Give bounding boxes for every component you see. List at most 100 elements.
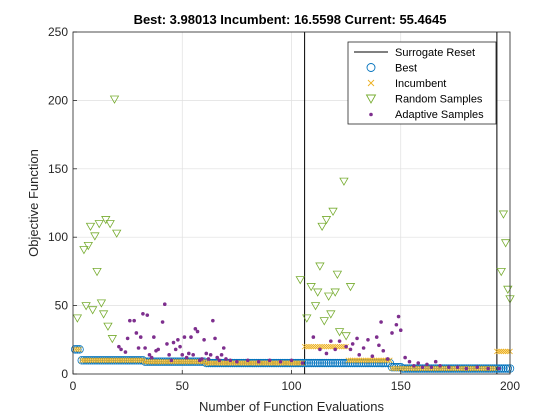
incumbent-point	[378, 357, 384, 364]
best-point	[84, 356, 93, 365]
adaptive-sample-point	[134, 331, 139, 335]
incumbent-point	[186, 358, 192, 365]
adaptive-sample-point	[125, 336, 130, 341]
adaptive-sample-point	[213, 336, 217, 341]
incumbent-point	[502, 348, 509, 355]
best-point	[407, 364, 416, 373]
random-sample-point	[341, 332, 351, 341]
incumbent-point	[336, 343, 343, 350]
adaptive-sample-point	[156, 347, 161, 352]
best-point	[341, 358, 351, 368]
adaptive-sample-point	[377, 343, 381, 348]
best-point	[254, 358, 263, 368]
best-point	[206, 358, 215, 368]
incumbent-point	[177, 358, 183, 365]
y-tick-label: 200	[48, 93, 68, 107]
y-tick-label: 50	[55, 299, 69, 313]
incumbent-point	[491, 365, 498, 372]
best-point	[173, 357, 183, 366]
best-point	[184, 357, 194, 366]
best-point	[217, 358, 226, 368]
incumbent-point	[317, 343, 323, 350]
best-point	[121, 356, 130, 365]
best-point	[73, 345, 82, 354]
random-sample-point	[103, 322, 113, 331]
incumbent-point	[295, 360, 301, 366]
legend-best-marker	[366, 63, 376, 72]
incumbent-point	[113, 357, 120, 364]
adaptive-sample-point	[433, 359, 438, 364]
incumbent-point	[72, 346, 78, 353]
best-point	[88, 356, 97, 365]
incumbent-point	[365, 357, 371, 364]
random-sample-point	[105, 220, 115, 229]
random-sample-point	[90, 232, 100, 241]
incumbent-point	[240, 360, 247, 366]
best-point	[95, 356, 104, 365]
adaptive-sample-point	[167, 353, 171, 357]
random-sample-point	[498, 210, 509, 219]
incumbent-point	[220, 360, 227, 366]
legend: Surrogate Reset Best Incumbent Random Sa…	[347, 41, 497, 125]
incumbent-point	[363, 357, 369, 364]
best-point	[90, 356, 100, 365]
adaptive-sample-point	[329, 339, 333, 343]
best-point	[143, 357, 152, 366]
adaptive-sample-point	[215, 355, 220, 360]
incumbent-point	[146, 358, 153, 365]
best-point	[475, 364, 484, 373]
best-point	[252, 358, 261, 368]
incumbent-point	[74, 346, 81, 353]
incumbent-point	[94, 357, 100, 364]
incumbent-point	[356, 357, 363, 364]
incumbent-point	[137, 357, 144, 364]
adaptive-sample-point	[497, 366, 501, 371]
incumbent-point	[393, 365, 400, 372]
adaptive-sample-point	[357, 353, 362, 357]
incumbent-point	[496, 348, 502, 355]
best-point	[304, 358, 314, 368]
random-sample-point	[330, 288, 340, 297]
random-sample-point	[85, 222, 96, 232]
best-point	[444, 364, 454, 373]
adaptive-sample-point	[224, 357, 228, 361]
incumbent-point	[284, 360, 290, 366]
best-point	[160, 357, 169, 366]
incumbent-point	[391, 365, 397, 372]
best-point	[97, 356, 106, 365]
random-sample-point	[328, 207, 338, 217]
incumbent-point	[323, 343, 330, 350]
best-point	[453, 364, 462, 373]
best-point	[322, 358, 331, 368]
incumbent-point	[369, 357, 376, 364]
incumbent-point	[111, 357, 118, 364]
adaptive-sample-point	[189, 335, 193, 339]
best-point	[376, 358, 386, 368]
y-tick-label: 250	[48, 25, 68, 39]
incumbent-point	[131, 357, 137, 364]
best-point	[326, 358, 336, 368]
incumbent-point	[321, 343, 328, 350]
adaptive-sample-point	[348, 347, 353, 352]
incumbent-point	[245, 360, 251, 366]
incumbent-point	[371, 357, 378, 364]
best-point	[151, 357, 161, 366]
incumbent-point	[210, 360, 216, 366]
best-point	[92, 356, 102, 365]
incumbent-point	[450, 365, 456, 372]
axis-ticks: 0 50 100 150 200 0 50 100 150 200 250	[48, 25, 520, 393]
y-tick-label: 0	[61, 367, 68, 381]
incumbent-point	[98, 357, 105, 364]
best-point	[267, 358, 277, 368]
incumbent-point	[402, 365, 408, 372]
best-point	[110, 356, 119, 365]
best-point	[359, 358, 368, 368]
best-point	[398, 364, 408, 373]
incumbent-point	[109, 357, 116, 364]
adaptive-sample-point	[169, 358, 174, 363]
incumbent-point	[354, 357, 360, 364]
best-point	[239, 358, 248, 368]
random-sample-point	[345, 283, 356, 292]
adaptive-sample-point	[211, 318, 215, 323]
best-point	[446, 364, 456, 373]
